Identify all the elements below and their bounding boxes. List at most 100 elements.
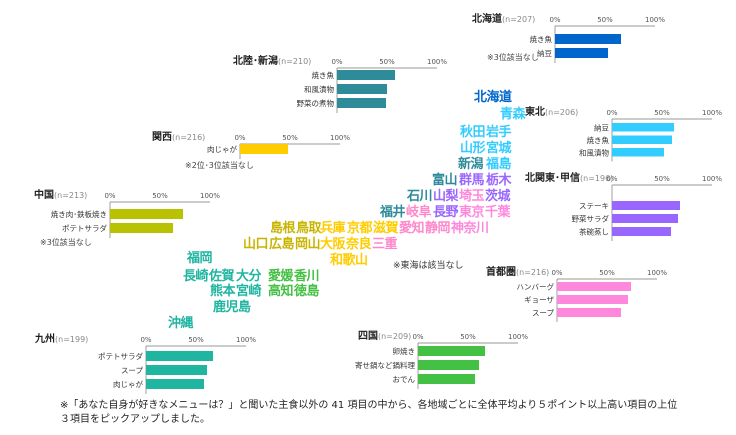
tick-label: 0% [234,134,245,142]
category-label: ポテトサラダ [98,351,143,361]
bar [612,227,671,236]
prefecture-label: 静岡 [425,221,451,236]
bar [555,34,621,44]
category-label: 野菜サラダ [572,214,610,224]
prefecture-label: 山梨 [433,189,459,204]
bar [612,214,678,223]
category-label: スープ [532,309,555,318]
panel-note: ※3位該当なし [487,52,539,62]
prefecture-label: 奈良 [346,237,372,252]
tick-label: 50% [460,333,476,341]
prefecture-label: 千葉 [485,205,511,220]
category-label: おでん [393,375,416,384]
prefecture-label: 島根 [270,221,296,236]
category-label: 納豆 [594,122,609,132]
prefecture-label: 神奈川 [451,221,489,236]
panel-n: (n=213) [54,191,87,200]
tick-label: 100% [702,109,722,117]
tick-label: 0% [331,58,342,66]
prefecture-label: 熊本 [210,284,236,299]
prefecture-label: 新潟 [458,157,484,172]
bar [418,360,479,370]
bar [557,308,621,317]
tick-label: 0% [551,269,562,277]
panel-n: (n=209) [378,332,411,341]
category-label: 卵焼き [393,346,416,356]
category-label: ポテトサラダ [62,223,107,233]
prefecture-label: 兵庫 [320,221,346,236]
tick-label: 100% [508,333,528,341]
category-label: ステーキ [579,202,609,211]
bar [337,98,386,108]
panel-n: (n=216) [172,133,205,142]
prefecture-label: 茨城 [485,189,511,204]
bar [146,351,213,361]
category-label: ギョーザ [524,296,554,305]
bar [612,148,664,157]
bar [418,346,485,356]
prefecture-label: 宮崎 [236,284,262,299]
panel-title: 北陸･新潟(n=210) [233,54,311,67]
tick-label: 0% [140,336,151,344]
prefecture-label: 鹿児島 [213,300,251,315]
prefecture-label: 徳島 [294,284,320,299]
bar [418,374,475,384]
tick-label: 0% [606,109,617,117]
prefecture-label: 京都 [347,221,373,236]
prefecture-label: 埼玉 [459,189,485,204]
panel-title: 関西(n=216) [152,131,205,143]
panel-title: 九州(n=199) [34,332,88,345]
panel-n: (n=210) [278,57,311,66]
prefecture-label: 和歌山 [330,253,368,268]
tick-label: 0% [412,333,423,341]
prefecture-label: 香川 [294,269,320,284]
prefecture-label: 石川 [407,189,433,204]
tick-label: 100% [200,192,220,200]
panel-n: (n=199) [55,335,88,344]
prefecture-label: 大阪 [320,237,346,252]
tick-label: 50% [282,134,298,142]
category-label: 納豆 [537,48,552,58]
category-label: 寄せ鍋など鍋料理 [355,360,415,370]
category-label: 和風漬物 [304,84,334,94]
tick-label: 50% [152,192,168,200]
tick-label: 50% [654,109,670,117]
bar [146,365,207,375]
prefecture-label: 青森 [500,107,526,122]
tick-label: 100% [236,336,256,344]
panel-n: (n=196) [580,174,613,183]
panel-note: ※3位該当なし [40,237,92,247]
panel-title: 中国(n=213) [34,188,87,201]
category-label: 肉じゃが [207,144,237,154]
category-label: 焼き魚 [530,34,553,44]
panel-title: 北海道(n=207) [472,12,535,25]
bar [110,223,173,233]
tick-label: 50% [188,336,204,344]
prefecture-label: 群馬 [459,173,485,188]
bar [557,282,631,291]
bar [110,209,183,219]
prefecture-label: 北海道 [474,90,512,105]
prefecture-label: 宮城 [486,141,512,156]
category-label: 焼き魚 [312,70,335,80]
prefecture-label: 佐賀 [209,269,235,284]
prefecture-label: 東京 [459,205,485,220]
bar [337,70,395,80]
prefecture-label: 鳥取 [296,221,322,236]
category-label: 和風漬物 [579,147,609,157]
bar [612,201,680,210]
tick-label: 50% [379,58,395,66]
prefecture-label: 大分 [236,269,262,284]
prefecture-label: 秋田 [460,125,486,140]
panel-n: (n=216) [516,268,549,277]
panel-3: 関西(n=216) 0% 50% 100% 肉じゃが ※2位･3位該当なし [152,131,350,170]
tick-label: 100% [427,58,447,66]
category-label: 焼き魚 [587,135,610,145]
tick-label: 100% [647,269,667,277]
